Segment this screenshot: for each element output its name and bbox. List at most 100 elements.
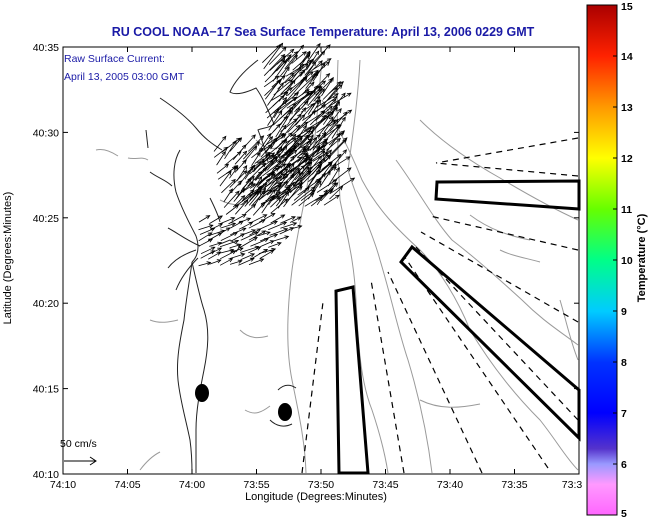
current-vector-head (278, 182, 284, 187)
current-vector-head (315, 50, 320, 56)
current-vector-head (326, 58, 332, 63)
current-vector (268, 242, 282, 248)
current-vector-head (304, 100, 309, 106)
current-vector-head (299, 170, 304, 176)
current-vector-head (242, 150, 248, 156)
current-vector-head (316, 169, 321, 174)
current-vector-head (251, 203, 257, 209)
current-vector (219, 171, 232, 187)
current-vector (225, 151, 242, 166)
current-vector-head (251, 229, 257, 234)
current-vector (263, 75, 280, 88)
mooring-marker-2 (278, 403, 292, 421)
current-vector (302, 140, 312, 153)
current-vector-head (323, 152, 329, 157)
current-vector-head (321, 172, 326, 178)
current-vector-head (290, 155, 295, 161)
mooring-marker-1 (195, 384, 209, 402)
current-vector (280, 222, 297, 229)
scale-arrow (64, 456, 97, 466)
current-vector (310, 115, 326, 133)
current-vector-head (290, 173, 295, 179)
current-vector (221, 137, 241, 153)
current-vector (287, 76, 308, 96)
current-vector-head (320, 88, 326, 94)
current-vector-head (335, 101, 340, 106)
current-vector-head (222, 135, 227, 141)
current-vector (293, 73, 318, 96)
current-vector-head (336, 137, 341, 143)
current-vector-head (297, 224, 303, 229)
current-vector-head (309, 192, 315, 198)
current-vector (285, 135, 303, 153)
current-vector-head (323, 141, 328, 147)
current-vector (223, 190, 240, 208)
current-vector-head (307, 157, 313, 163)
current-vector-head (291, 216, 296, 221)
current-vector (278, 145, 298, 159)
current-vector-head (338, 84, 343, 89)
current-vector-head (280, 95, 285, 100)
current-vector (262, 44, 281, 63)
current-vector (240, 246, 259, 253)
current-vector (301, 82, 315, 95)
current-vector (291, 186, 315, 206)
current-vector (278, 168, 300, 190)
current-vector-head (286, 163, 292, 168)
current-vector (302, 161, 322, 181)
current-vector (221, 179, 236, 194)
colorbar-tick-label: 15 (621, 1, 633, 13)
current-vector (329, 111, 348, 132)
current-vector (220, 232, 238, 241)
current-vector-head (333, 182, 339, 187)
current-vector-head (346, 167, 352, 172)
current-vector-head (347, 109, 353, 114)
current-vector-head (290, 163, 295, 168)
current-vector-head (237, 180, 243, 185)
current-vector-head (307, 166, 312, 172)
current-vector-head (217, 241, 223, 246)
current-vector (286, 76, 308, 101)
current-vector-head (292, 96, 297, 102)
current-vector-head (283, 198, 289, 203)
current-vector-head (208, 224, 214, 229)
current-vector-head (317, 155, 323, 160)
current-vector-head (311, 110, 317, 115)
current-vector-head (325, 73, 331, 78)
current-vector (293, 187, 310, 201)
current-vector-head (274, 108, 280, 113)
current-vector (260, 143, 273, 158)
current-vector-head (316, 165, 322, 171)
current-vector-head (342, 149, 347, 154)
current-vector (296, 146, 311, 158)
current-vector (327, 167, 340, 187)
current-vector-head (303, 63, 309, 68)
current-vector-head (263, 248, 269, 253)
current-vector (230, 233, 245, 242)
current-vector-head (311, 61, 317, 66)
current-vector-head (325, 111, 330, 116)
current-vector-head (326, 154, 332, 160)
current-vector (223, 188, 233, 203)
current-vector-head (296, 216, 302, 221)
current-vector (329, 177, 355, 194)
current-vector-head (287, 148, 293, 154)
current-vector-head (207, 232, 213, 237)
current-vector (304, 194, 324, 207)
current-vector-head (242, 170, 248, 175)
current-vector-head (267, 189, 273, 194)
current-vector-head (255, 141, 261, 146)
current-vector-head (289, 72, 295, 78)
current-vector (296, 125, 307, 140)
current-vector-head (273, 137, 278, 142)
current-vector-head (232, 166, 237, 171)
current-vector-head (305, 166, 310, 172)
current-vector-head (326, 170, 331, 176)
current-vector-head (302, 51, 307, 56)
current-vector-head (224, 163, 230, 168)
current-vector-head (217, 247, 223, 252)
current-vector-head (309, 130, 314, 135)
current-vector-head (249, 257, 255, 262)
current-vector-head (259, 135, 265, 140)
current-vector-head (237, 243, 242, 248)
